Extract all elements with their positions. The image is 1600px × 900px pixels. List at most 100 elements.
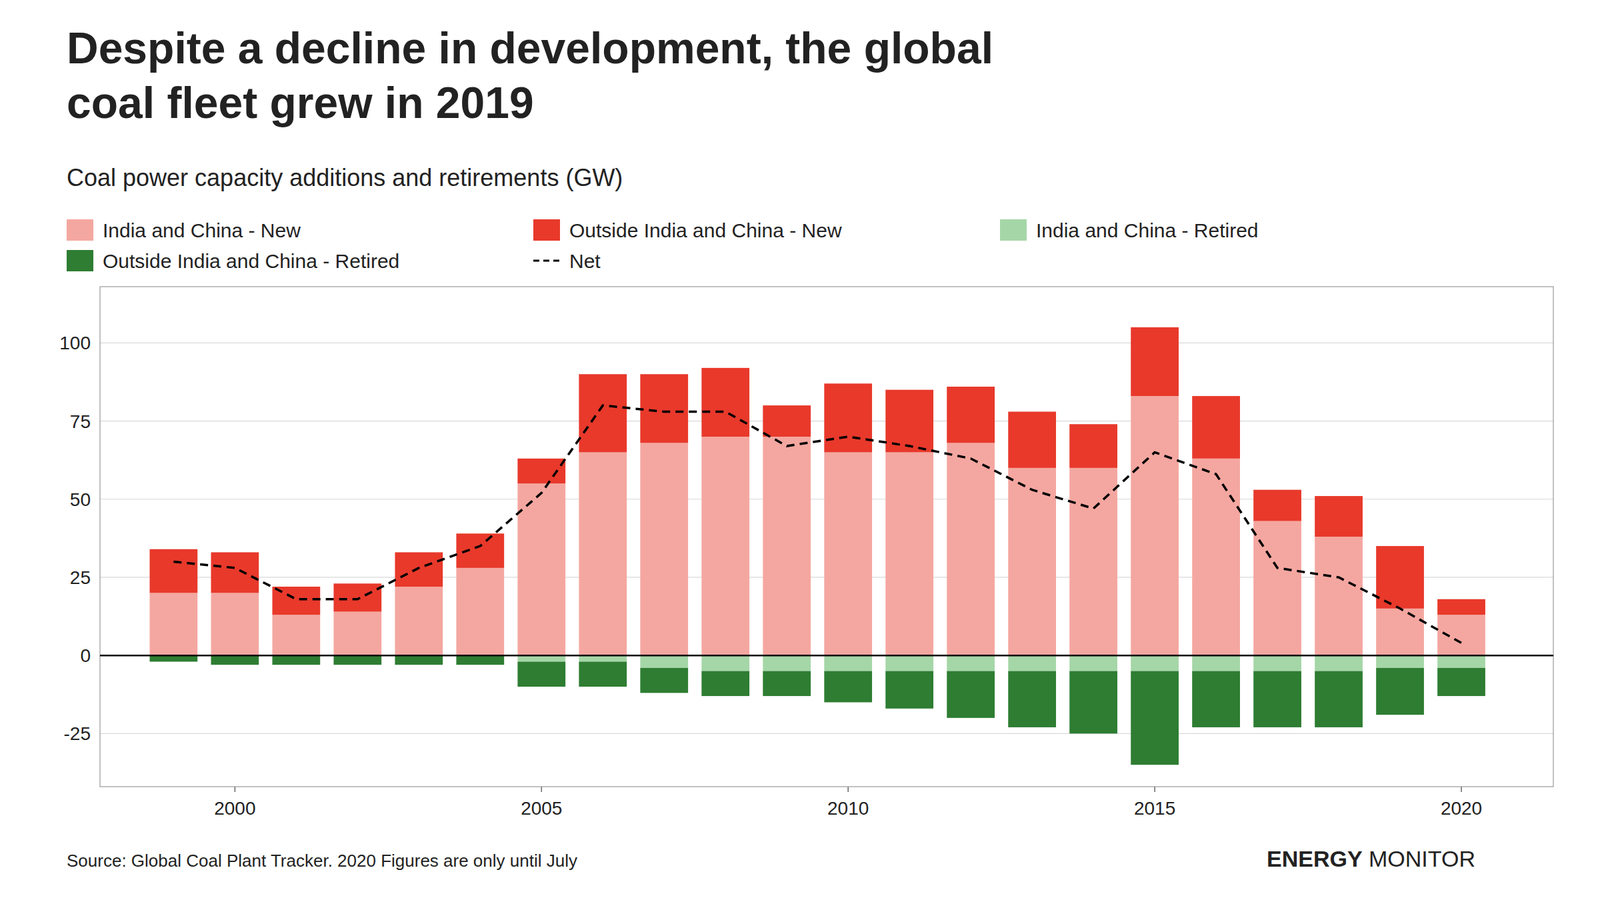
bar [150, 548, 198, 550]
bar [210, 592, 259, 656]
title: Despite a decline in development, the gl… [66, 23, 994, 73]
bar [333, 655, 382, 665]
bar [885, 655, 934, 671]
bar [1314, 655, 1363, 671]
legend-label: Outside India and China - Retired [102, 250, 400, 272]
legend: India and China - NewOutside India and C… [66, 219, 1259, 272]
legend-label: India and China - Retired [1036, 219, 1259, 242]
bar [1130, 671, 1179, 766]
bar [1192, 655, 1240, 671]
bar [1437, 655, 1486, 668]
grid-line [100, 655, 1554, 656]
bar [946, 386, 995, 443]
bar-series [150, 327, 1486, 615]
legend-swatch [1000, 219, 1027, 241]
bar [150, 549, 198, 594]
y-tick-label: 25 [70, 567, 91, 588]
bar [456, 533, 504, 568]
bar [885, 452, 934, 656]
legend-label: Net [569, 250, 601, 272]
x-tick-label: 2000 [214, 798, 256, 819]
y-tick-label: 0 [80, 645, 91, 666]
title: coal fleet grew in 2019 [66, 78, 534, 128]
bar [1437, 668, 1486, 696]
bar [885, 671, 934, 709]
bar [578, 374, 627, 452]
bar [394, 655, 443, 665]
bar [394, 552, 443, 553]
bar [1192, 396, 1240, 459]
x-tick [847, 786, 849, 792]
bar [517, 662, 566, 688]
bar [762, 655, 811, 671]
bar [1008, 655, 1056, 671]
bar [1314, 536, 1363, 656]
bar [456, 533, 504, 534]
bar [1069, 424, 1118, 468]
bar [762, 436, 811, 656]
legend-swatch [66, 250, 94, 272]
bar [1437, 599, 1486, 615]
subtitle: Coal power capacity additions and retire… [66, 164, 623, 192]
legend-label: Outside India and China - New [569, 219, 842, 242]
bar [517, 655, 566, 662]
bar [394, 552, 443, 587]
y-tick-label: 50 [70, 489, 91, 510]
bar [1130, 327, 1179, 396]
bar [824, 383, 872, 452]
bar [824, 452, 872, 656]
bar [1376, 546, 1424, 609]
grid-line [100, 342, 1554, 344]
bar [1192, 671, 1240, 728]
bar [1437, 614, 1486, 656]
bar [640, 374, 688, 443]
bar [701, 671, 750, 697]
bar [1192, 458, 1240, 656]
bar [824, 671, 872, 703]
bar [578, 452, 627, 656]
bar [1130, 655, 1179, 671]
bar [1069, 671, 1118, 734]
bar [762, 671, 811, 697]
bar [333, 583, 382, 584]
bar [946, 655, 995, 671]
background [0, 0, 1600, 900]
bar [150, 592, 198, 656]
source-note: Source: Global Coal Plant Tracker. 2020 … [66, 850, 578, 871]
bar [640, 655, 688, 668]
bar [333, 583, 382, 612]
bar [1008, 671, 1056, 728]
x-tick [234, 786, 236, 792]
bar [824, 655, 872, 671]
bar [1376, 608, 1424, 656]
bar [1314, 496, 1363, 537]
legend-swatch [66, 219, 94, 241]
bar [701, 655, 750, 671]
bar [578, 662, 627, 688]
branding-word: MONITOR [1362, 846, 1476, 872]
bar [946, 442, 995, 656]
bar [394, 586, 443, 656]
bar [1376, 668, 1424, 715]
bar [1376, 655, 1424, 668]
bar [1253, 490, 1302, 522]
bar [1069, 468, 1118, 656]
bar [640, 668, 688, 694]
bar [272, 586, 320, 588]
legend-swatch [533, 219, 560, 241]
grid-line [100, 733, 1554, 734]
bar [272, 655, 320, 665]
bar [1008, 412, 1056, 468]
x-tick-label: 2015 [1134, 798, 1176, 819]
y-tick-label: 100 [59, 332, 91, 354]
bar [150, 655, 198, 662]
bar [1253, 655, 1302, 671]
branding: ENERGY MONITOR [1266, 846, 1476, 872]
x-tick [1460, 786, 1462, 792]
bar [701, 436, 750, 656]
bar [701, 368, 750, 437]
plot-frame [100, 286, 1554, 787]
x-tick [1154, 786, 1156, 792]
bar [210, 552, 259, 553]
x-tick-label: 2020 [1440, 798, 1482, 819]
